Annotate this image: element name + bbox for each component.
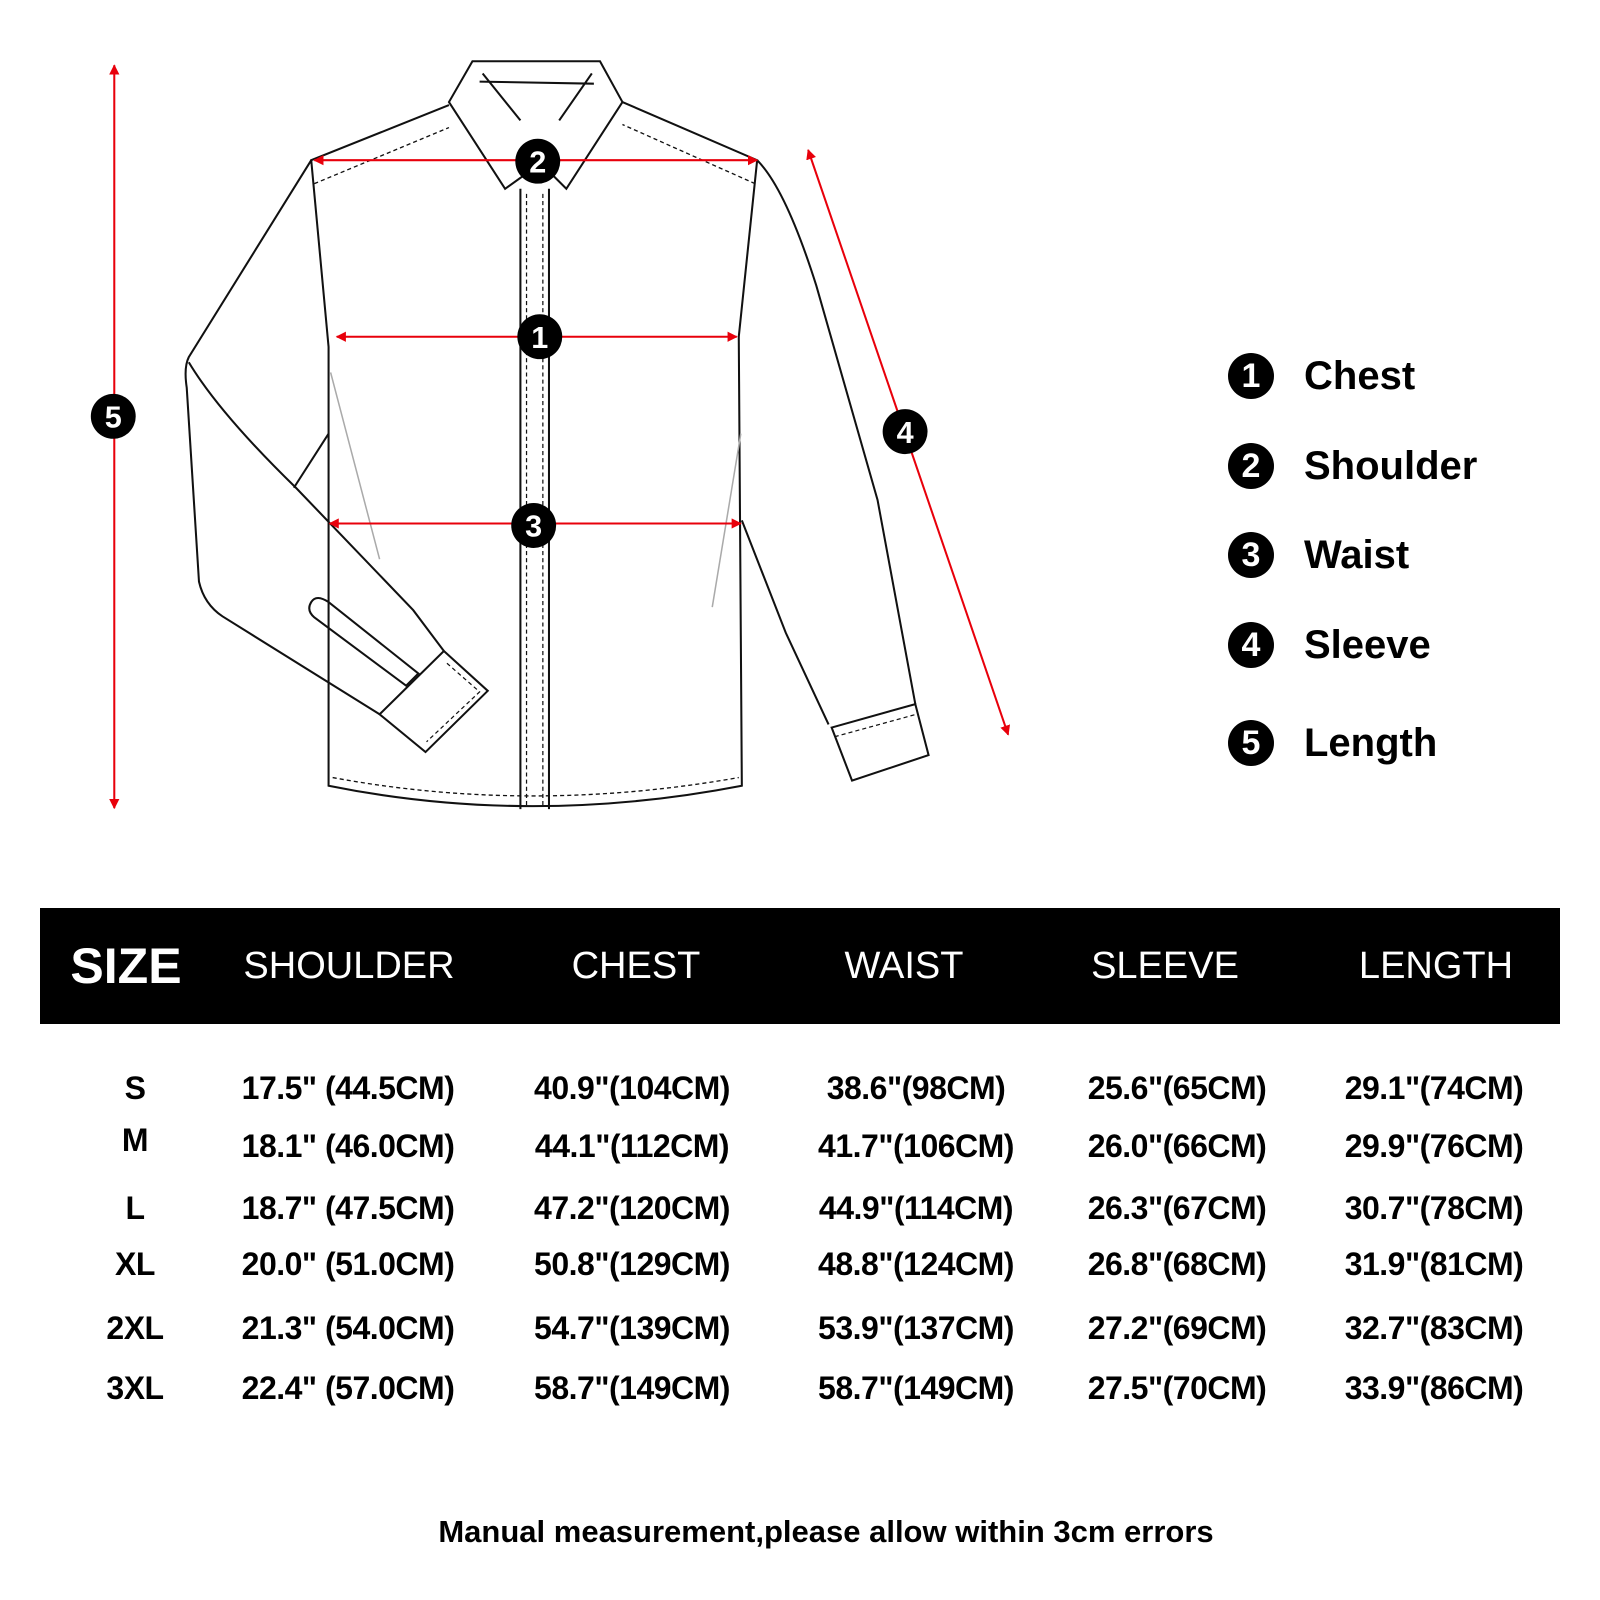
cell-sleeve: 26.3"(67CM) [1087, 1190, 1267, 1226]
table-row: M 18.1" (46.0CM) 44.1"(112CM) 41.7"(106CM) 2… [0, 1122, 1600, 1178]
header-chest: CHEST [571, 945, 701, 987]
header-length: LENGTH [1358, 945, 1514, 987]
cell-length: 32.7"(83CM) [1344, 1310, 1524, 1346]
svg-text:2: 2 [529, 145, 546, 179]
table-row: 3XL 22.4" (57.0CM) 58.7"(149CM) 58.7"(149CM… [0, 1370, 1600, 1420]
marker-5: 5 [90, 393, 136, 439]
svg-text:3: 3 [525, 510, 542, 544]
cell-chest: 40.9"(104CM) [534, 1070, 730, 1106]
measurement-note: Manual measurement,please allow within 3… [438, 1514, 1214, 1549]
cell-waist: 44.9"(114CM) [818, 1190, 1014, 1226]
legend-item-sleeve: 4 Sleeve [1228, 622, 1431, 668]
legend-label: Length [1304, 720, 1438, 765]
cell-sleeve: 27.2"(69CM) [1087, 1310, 1267, 1346]
legend-item-shoulder: 2 Shoulder [1228, 443, 1477, 489]
legend-item-chest: 1 Chest [1228, 353, 1415, 399]
legend-label: Chest [1304, 353, 1416, 398]
cell-size: 3XL [106, 1370, 164, 1406]
cell-chest: 44.1"(112CM) [534, 1128, 730, 1164]
header-size: SIZE [70, 938, 182, 994]
cell-size: XL [115, 1246, 155, 1282]
number-badge: 2 [1228, 443, 1274, 489]
size-table-header: SIZE SHOULDER CHEST WAIST SLEEVE LENGTH [40, 908, 1560, 1024]
svg-text:4: 4 [897, 416, 914, 450]
number-badge: 1 [1228, 353, 1274, 399]
legend-item-length: 5 Length [1228, 720, 1437, 766]
cell-length: 30.7"(78CM) [1344, 1190, 1524, 1226]
cell-length: 31.9"(81CM) [1344, 1246, 1524, 1282]
cell-shoulder: 18.1" (46.0CM) [241, 1128, 455, 1164]
legend-label: Waist [1304, 532, 1410, 577]
header-waist: WAIST [844, 945, 964, 987]
marker-4: 4 [882, 409, 928, 455]
cell-sleeve: 27.5"(70CM) [1087, 1370, 1267, 1406]
cell-waist: 41.7"(106CM) [818, 1128, 1014, 1164]
cell-sleeve: 26.0"(66CM) [1087, 1128, 1267, 1164]
svg-text:5: 5 [105, 401, 122, 435]
svg-text:1: 1 [531, 321, 548, 355]
legend-label: Sleeve [1304, 622, 1431, 667]
legend-item-waist: 3 Waist [1228, 532, 1409, 578]
cell-sleeve: 26.8"(68CM) [1087, 1246, 1267, 1282]
cell-waist: 48.8"(124CM) [818, 1246, 1014, 1282]
cell-length: 29.9"(76CM) [1344, 1128, 1524, 1164]
number-badge: 5 [1228, 720, 1274, 766]
marker-1: 1 [517, 314, 563, 360]
cell-shoulder: 22.4" (57.0CM) [241, 1370, 455, 1406]
cell-shoulder: 18.7" (47.5CM) [241, 1190, 455, 1226]
cell-waist: 53.9"(137CM) [818, 1310, 1014, 1346]
cell-chest: 50.8"(129CM) [534, 1246, 730, 1282]
cell-length: 29.1"(74CM) [1344, 1070, 1524, 1106]
header-sleeve: SLEEVE [1091, 945, 1239, 987]
cell-waist: 38.6"(98CM) [826, 1070, 1006, 1106]
cell-size: L [125, 1190, 145, 1226]
cell-chest: 47.2"(120CM) [534, 1190, 730, 1226]
cell-size: S [124, 1070, 146, 1106]
cell-chest: 54.7"(139CM) [534, 1310, 730, 1346]
marker-3: 3 [511, 503, 557, 548]
number-badge: 3 [1228, 532, 1274, 578]
cell-length: 33.9"(86CM) [1344, 1370, 1524, 1406]
table-row: L 18.7" (47.5CM) 47.2"(120CM) 44.9"(114CM) 2… [0, 1190, 1600, 1240]
cell-size: 2XL [106, 1310, 164, 1346]
cell-sleeve: 25.6"(65CM) [1087, 1070, 1267, 1106]
table-row: S 17.5" (44.5CM) 40.9"(104CM) 38.6"(98CM) 25… [0, 1070, 1600, 1120]
header-shoulder: SHOULDER [243, 945, 455, 987]
marker-2: 2 [515, 138, 561, 184]
cell-shoulder: 20.0" (51.0CM) [241, 1246, 455, 1282]
legend-label: Shoulder [1304, 443, 1478, 488]
cell-shoulder: 17.5" (44.5CM) [241, 1070, 455, 1106]
diagram-markers: 2 1 3 4 5 [90, 138, 928, 548]
cell-waist: 58.7"(149CM) [818, 1370, 1014, 1406]
number-badge: 4 [1228, 622, 1274, 668]
cell-size: M [121, 1122, 149, 1158]
table-row: XL 20.0" (51.0CM) 50.8"(129CM) 48.8"(124CM)… [0, 1246, 1600, 1296]
cell-shoulder: 21.3" (54.0CM) [241, 1310, 455, 1346]
cell-chest: 58.7"(149CM) [534, 1370, 730, 1406]
table-row: 2XL 21.3" (54.0CM) 54.7"(139CM) 53.9"(137CM… [0, 1310, 1600, 1360]
